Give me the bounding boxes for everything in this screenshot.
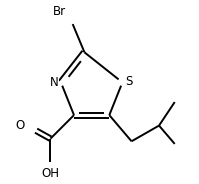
Text: N: N	[50, 76, 58, 89]
Text: Br: Br	[53, 5, 66, 18]
Text: S: S	[125, 75, 132, 88]
Text: OH: OH	[41, 167, 60, 181]
Text: O: O	[15, 119, 24, 132]
